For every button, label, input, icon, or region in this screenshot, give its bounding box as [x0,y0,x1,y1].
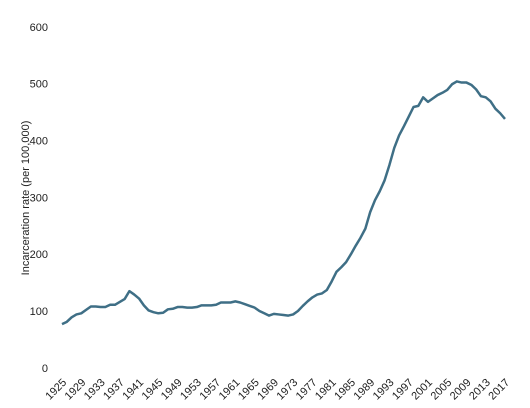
x-tick-label: 1925 [43,377,69,403]
x-tick-label: 1985 [332,377,358,403]
x-tick-label: 1953 [178,377,204,403]
x-tick-label: 2001 [409,377,435,403]
x-tick-label: 1973 [275,377,301,403]
x-tick-label: 1981 [313,377,339,403]
x-tick-label: 1957 [197,377,223,403]
y-tick-label: 0 [42,363,48,375]
x-tick-label: 1993 [371,377,397,403]
x-tick-label: 1997 [390,377,416,403]
x-tick-label: 1941 [120,377,146,403]
x-tick-label: 1965 [236,377,262,403]
x-tick-label: 1929 [63,377,89,403]
x-tick-label: 1977 [294,377,320,403]
x-tick-label: 2005 [429,377,455,403]
x-tick-label: 1945 [140,377,166,403]
x-tick-label: 1969 [255,377,281,403]
x-tick-label: 1937 [101,377,127,403]
x-tick-label: 1961 [217,377,243,403]
x-tick-label: 1949 [159,377,185,403]
y-tick-label: 600 [30,22,48,34]
x-tick-label: 2009 [448,377,474,403]
y-tick-label: 300 [30,192,48,204]
x-tick-label: 1989 [352,377,378,403]
x-tick-label: 2017 [486,377,512,403]
x-tick-label: 2013 [467,377,493,403]
y-tick-label: 400 [30,136,48,148]
data-line [61,80,506,326]
y-axis-label: Incarceration rate (per 100,000) [20,121,32,276]
y-tick-label: 100 [30,306,48,318]
y-tick-label: 500 [30,79,48,91]
x-tick-label: 1933 [82,377,108,403]
y-tick-label: 200 [30,249,48,261]
